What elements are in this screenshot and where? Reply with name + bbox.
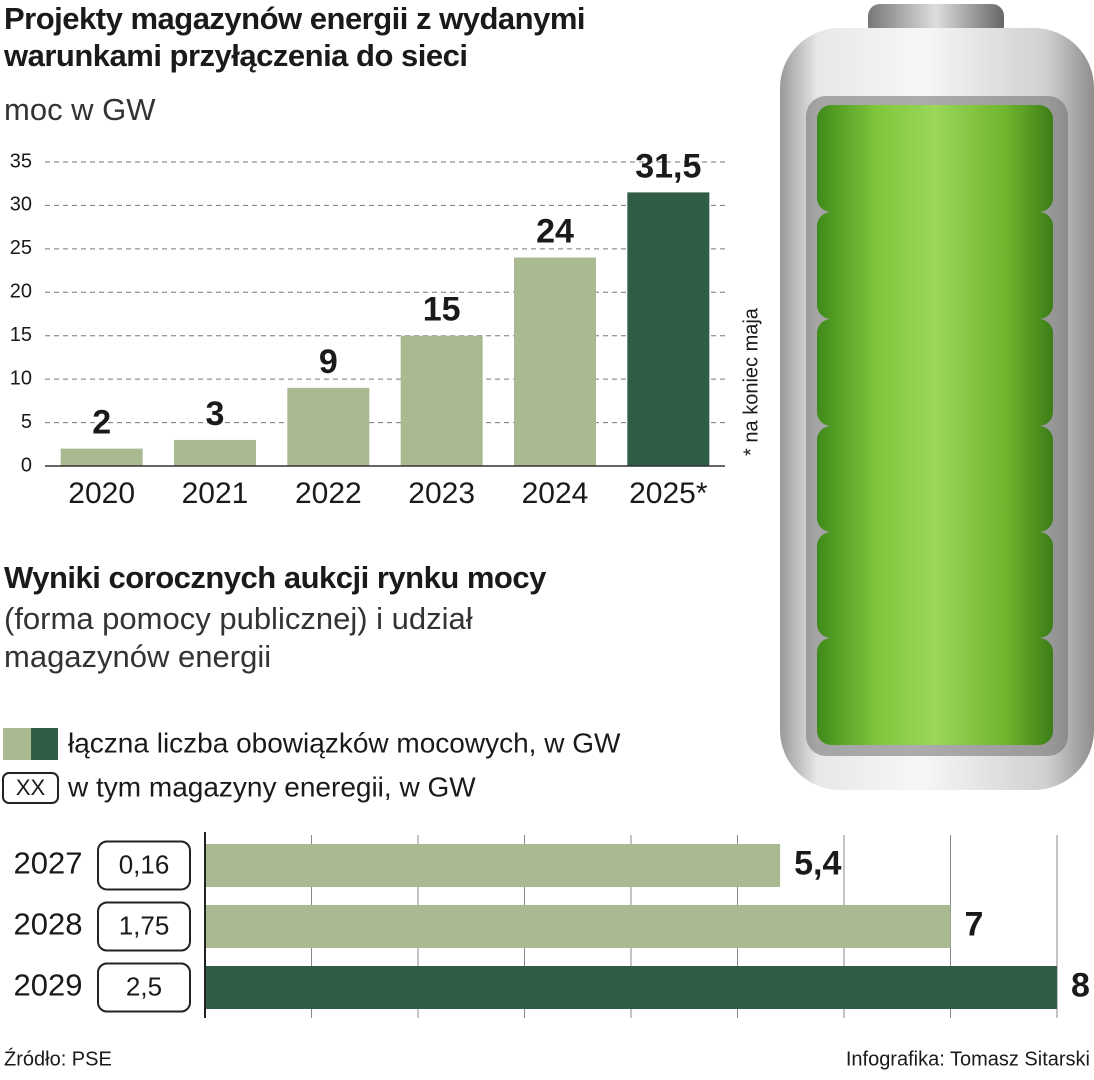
bar — [627, 192, 710, 466]
source: Źródło: PSE — [4, 1047, 112, 1070]
y-tick-label: 2029 — [14, 968, 83, 1003]
bar — [205, 966, 1057, 1009]
storage-value: 1,75 — [119, 910, 170, 940]
value-label: 8 — [1071, 966, 1090, 1004]
y-tick-label: 5 — [21, 411, 32, 433]
bar — [174, 439, 256, 466]
y-tick-label: 30 — [10, 194, 32, 216]
value-label: 5,4 — [794, 844, 841, 882]
x-tick-label: 2023 — [408, 477, 475, 510]
storage-value: 2,5 — [126, 971, 162, 1001]
battery-illustration — [780, 4, 1094, 790]
bar — [400, 335, 483, 466]
value-label: 24 — [536, 213, 574, 251]
y-tick-label: 2027 — [14, 846, 83, 881]
bar — [205, 905, 951, 948]
legend-swatch — [3, 728, 31, 760]
x-tick-label: 2022 — [295, 477, 362, 510]
x-tick-label: 2020 — [68, 477, 135, 510]
legend-symbol: XX — [16, 775, 46, 800]
y-tick-label: 2028 — [14, 907, 83, 942]
y-tick-label: 0 — [21, 454, 32, 476]
value-label: 3 — [206, 395, 225, 433]
y-tick-label: 15 — [10, 324, 32, 346]
y-tick-label: 25 — [10, 237, 32, 259]
value-label: 31,5 — [635, 147, 701, 185]
storage-box — [97, 962, 191, 1013]
chart-subtitle: moc w GW — [4, 92, 156, 127]
value-label: 2 — [92, 404, 111, 442]
chart-title: Wyniki corocznych aukcji rynku mocy — [4, 560, 546, 595]
y-tick-label: 35 — [10, 150, 32, 172]
y-tick-label: 20 — [10, 281, 32, 303]
x-tick-label: 2021 — [182, 477, 249, 510]
x-tick-label: 2025* — [629, 477, 708, 510]
storage-value: 0,16 — [119, 849, 170, 879]
bar — [205, 844, 781, 887]
credit: Infografika: Tomasz Sitarski — [846, 1048, 1090, 1070]
chart-title: Projekty magazynów energii z wydanymi wa… — [4, 1, 586, 73]
chart-subtitle: (forma pomocy publicznej) i udział magaz… — [4, 601, 473, 674]
value-label: 9 — [319, 343, 338, 381]
value-label: 7 — [965, 905, 984, 943]
x-tick-label: 2024 — [522, 477, 589, 510]
bar — [60, 448, 143, 466]
legend-symbol-box — [2, 772, 59, 804]
legend-swatch — [31, 728, 58, 760]
storage-box — [97, 840, 191, 891]
annotation: * na koniec maja — [740, 307, 762, 456]
y-tick-label: 10 — [10, 367, 32, 389]
storage-box — [97, 901, 191, 952]
value-label: 15 — [423, 291, 461, 329]
bar — [287, 387, 370, 466]
legend-label: łączna liczba obowiązków mocowych, w GW — [68, 727, 621, 758]
legend-label: w tym magazyny eneregii, w GW — [67, 771, 476, 802]
bar — [514, 257, 596, 466]
